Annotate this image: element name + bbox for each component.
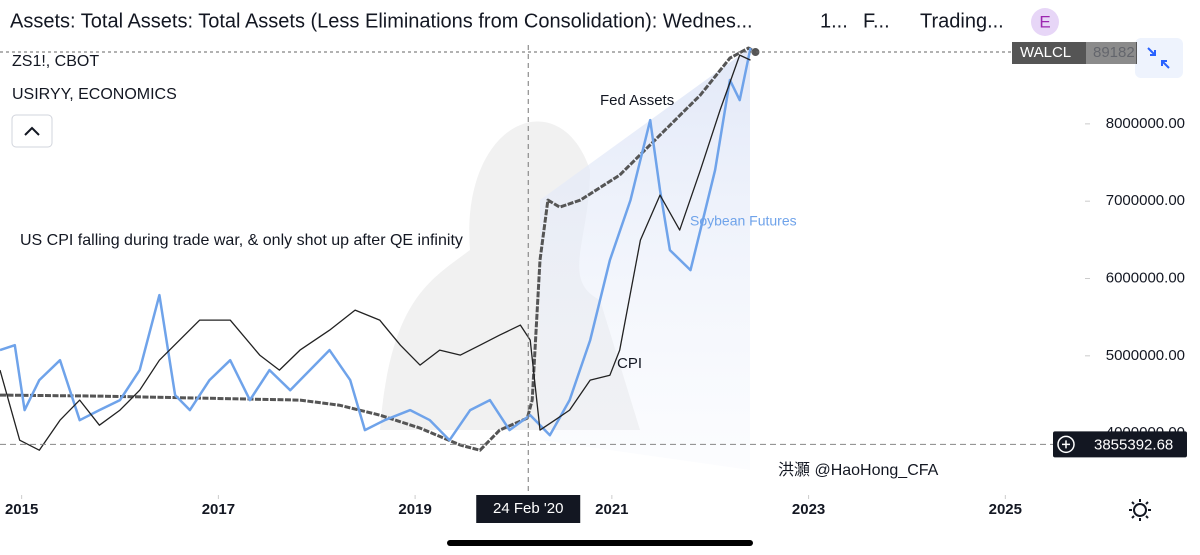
x-tick-label: 2017 xyxy=(202,501,235,518)
series-label: CPI xyxy=(617,355,642,372)
x-tick-label: 2025 xyxy=(989,501,1022,518)
fullscreen-button[interactable] xyxy=(1135,38,1183,78)
last-tag-value: 89182 xyxy=(1093,44,1135,61)
last-tag-value-bg xyxy=(1086,42,1136,64)
series-label: Soybean Futures xyxy=(690,213,797,229)
add-price-button xyxy=(1057,435,1075,454)
y-tick-label: 6000000.00 xyxy=(1106,269,1185,286)
last-tag-bg xyxy=(1012,42,1137,64)
chevron-icon xyxy=(24,126,40,136)
price-tag: 3855392.68 xyxy=(1094,436,1173,453)
series-line xyxy=(0,54,751,451)
badge-bg[interactable] xyxy=(1031,8,1059,36)
x-tick-label: 2015 xyxy=(5,501,38,518)
watermark: 洪灝 @HaoHong_CFA xyxy=(778,461,939,479)
title: Assets: Total Assets: Total Assets (Less… xyxy=(10,10,753,32)
x-tick-label: 2021 xyxy=(595,501,628,518)
legend-item[interactable]: USIRYY, ECONOMICS xyxy=(12,86,177,103)
x-tick-label: 2019 xyxy=(398,501,431,518)
provider: Trading... xyxy=(920,10,1004,32)
last-point xyxy=(751,48,760,57)
last-tag-name: WALCL xyxy=(1020,44,1071,61)
series-label: Fed Assets xyxy=(600,92,674,109)
gear-ring xyxy=(1133,503,1147,517)
y-tick-label: 7000000.00 xyxy=(1106,192,1185,209)
y-tick-label: 5000000.00 xyxy=(1106,347,1185,364)
collapse-button[interactable] xyxy=(11,114,53,148)
series-line xyxy=(0,46,757,452)
gear-teeth xyxy=(1129,499,1151,521)
legend-item[interactable]: ZS1!, CBOT xyxy=(12,53,99,70)
header: Assets: Total Assets: Total Assets (Less… xyxy=(10,8,1059,148)
badge[interactable]: E xyxy=(1039,12,1050,31)
x-tick-label: 2023 xyxy=(792,501,825,518)
area-shade xyxy=(540,48,750,470)
settings-icon[interactable] xyxy=(1129,499,1151,521)
price-tag-bg xyxy=(1053,431,1187,458)
crosshair-tag: 24 Feb '20 xyxy=(493,500,563,517)
source: F... xyxy=(863,10,890,32)
y-tick-label: 8000000.00 xyxy=(1106,115,1185,132)
crosshair-tag-bg xyxy=(476,495,581,523)
interval: 1... xyxy=(820,10,848,32)
collapse-icon xyxy=(1147,47,1170,69)
series-line xyxy=(0,47,752,442)
home-indicator xyxy=(447,540,753,546)
annotation: US CPI falling during trade war, & only … xyxy=(20,232,463,249)
plot-area xyxy=(0,45,1090,499)
plus-icon xyxy=(1062,440,1070,449)
